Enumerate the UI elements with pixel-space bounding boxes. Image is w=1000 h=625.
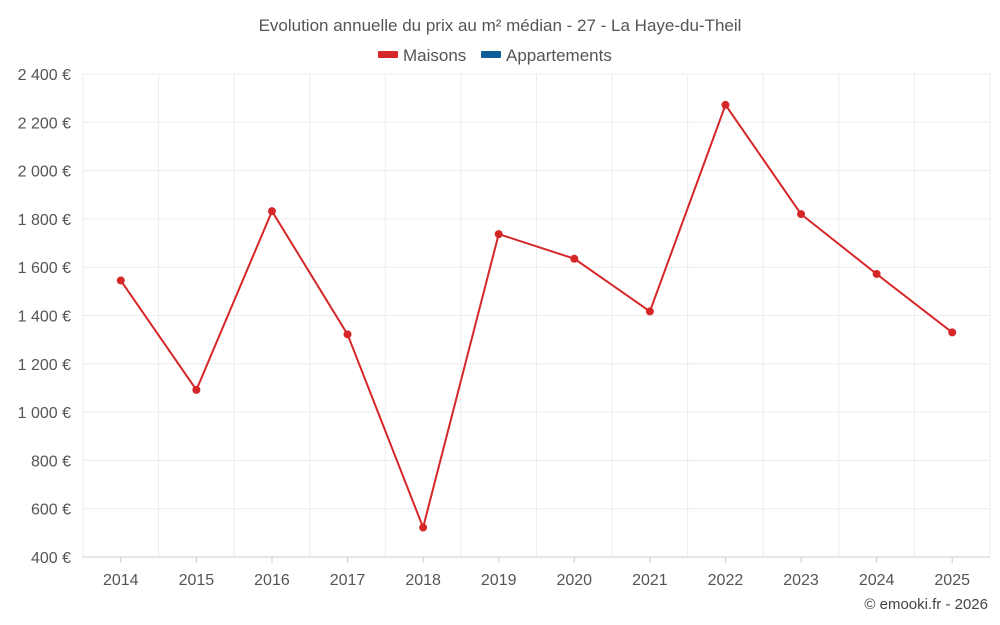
x-tick-label: 2020 xyxy=(556,572,592,589)
x-tick-label: 2025 xyxy=(934,572,970,589)
x-tick-label: 2023 xyxy=(783,572,819,589)
credit-text: © emooki.fr - 2026 xyxy=(864,596,988,613)
y-tick-label: 2 400 € xyxy=(18,67,71,84)
legend-swatch-appartements xyxy=(481,51,501,58)
data-point[interactable] xyxy=(721,100,730,109)
x-tick-label: 2022 xyxy=(708,572,744,589)
x-tick-label: 2021 xyxy=(632,572,668,589)
y-tick-label: 1 000 € xyxy=(18,405,71,422)
data-point[interactable] xyxy=(872,269,881,278)
data-point[interactable] xyxy=(343,330,352,339)
legend-label-appartements: Appartements xyxy=(506,46,612,65)
legend-item-maisons[interactable]: Maisons xyxy=(378,46,466,65)
data-point[interactable] xyxy=(116,276,125,285)
y-tick-label: 1 400 € xyxy=(18,309,71,326)
data-point[interactable] xyxy=(570,254,579,263)
series-maisons xyxy=(116,100,957,532)
series-line-maisons xyxy=(119,102,953,531)
chart-title: Evolution annuelle du prix au m² médian … xyxy=(259,16,742,35)
x-tick-label: 2016 xyxy=(254,572,290,589)
gridlines xyxy=(82,73,991,558)
x-tick-label: 2014 xyxy=(103,572,139,589)
legend[interactable]: Maisons Appartements xyxy=(378,46,612,65)
legend-item-appartements[interactable]: Appartements xyxy=(481,46,612,65)
data-point[interactable] xyxy=(419,523,428,532)
x-tick-label: 2019 xyxy=(481,572,517,589)
y-tick-label: 1 200 € xyxy=(18,357,71,374)
data-point[interactable] xyxy=(948,328,957,337)
data-point[interactable] xyxy=(192,385,201,394)
legend-swatch-maisons xyxy=(378,51,398,58)
x-tick-label: 2018 xyxy=(405,572,441,589)
data-point[interactable] xyxy=(797,210,806,219)
x-tick-label: 2024 xyxy=(859,572,895,589)
data-point[interactable] xyxy=(645,307,654,316)
y-tick-label: 1 600 € xyxy=(18,260,71,277)
y-tick-label: 2 200 € xyxy=(18,115,71,132)
y-tick-label: 600 € xyxy=(31,502,71,519)
y-tick-label: 800 € xyxy=(31,453,71,470)
y-tick-label: 1 800 € xyxy=(18,212,71,229)
data-point[interactable] xyxy=(267,207,276,216)
x-tick-label: 2017 xyxy=(330,572,366,589)
x-tick-label: 2015 xyxy=(179,572,215,589)
y-tick-label: 400 € xyxy=(31,550,71,567)
x-axis: 2014 2015 2016 2017 2018 2019 2020 2021 2022 2023… xyxy=(83,556,990,589)
y-tick-label: 2 000 € xyxy=(18,164,71,181)
legend-label-maisons: Maisons xyxy=(403,46,466,65)
data-point[interactable] xyxy=(494,230,503,239)
y-axis: 400 € 600 € 800 € 1 000 € 1 200 € 1 400 € 1 60… xyxy=(18,67,71,567)
